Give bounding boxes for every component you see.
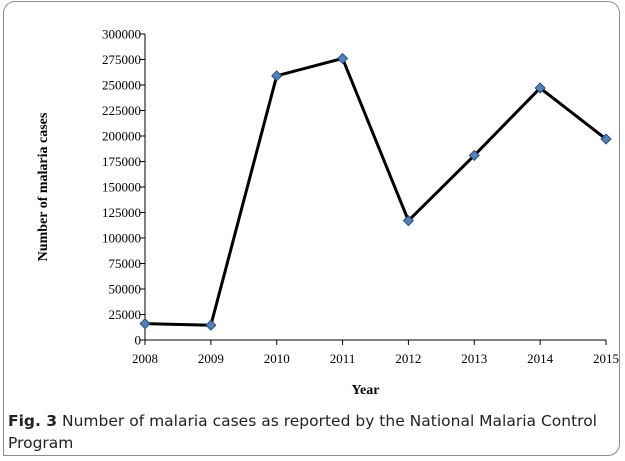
y-tick-label: 225000 (102, 103, 141, 118)
y-tick-label: 100000 (102, 231, 141, 246)
y-tick-label: 25000 (109, 307, 142, 322)
x-tick-label: 2013 (461, 351, 487, 366)
x-tick-label: 2014 (527, 351, 554, 366)
data-point-marker (402, 215, 414, 227)
x-tick-label: 2012 (395, 351, 421, 366)
y-tick-label: 75000 (109, 256, 142, 271)
x-tick-label: 2010 (264, 351, 290, 366)
y-tick-label: 175000 (102, 154, 141, 169)
data-point-marker (468, 149, 480, 161)
data-point-marker (337, 52, 349, 65)
y-axis-label: Number of malaria cases (36, 112, 51, 261)
figure-label: Fig. 3 (8, 412, 58, 430)
x-tick-label: 2015 (593, 351, 619, 366)
y-tick-label: 275000 (102, 52, 141, 67)
y-tick-label: 50000 (109, 282, 142, 297)
caption-text: Number of malaria cases as reported by t… (8, 412, 597, 452)
x-axis-ticks: 2008 2009 2010 2011 2012 2013 2014 2015 (132, 340, 619, 366)
y-tick-label: 0 (135, 333, 142, 348)
series-line (144, 56, 607, 327)
data-point-marker (271, 70, 283, 82)
y-tick-label: 125000 (102, 205, 141, 220)
data-point-marker (534, 82, 546, 94)
x-axis-label: Year (352, 383, 380, 398)
x-tick-label: 2011 (330, 351, 356, 366)
line-chart: 0 25000 50000 75000 100000 125000 150000 175000… (36, 27, 619, 399)
y-tick-label: 300000 (102, 27, 141, 42)
series-group (139, 52, 612, 331)
y-tick-label: 250000 (102, 78, 141, 93)
y-tick-label: 200000 (102, 129, 141, 144)
data-point-marker (139, 318, 151, 330)
y-tick-label: 150000 (102, 180, 141, 195)
x-tick-label: 2008 (132, 351, 158, 366)
figure-caption: Fig. 3 Number of malaria cases as report… (8, 410, 613, 454)
y-axis-ticks: 0 25000 50000 75000 100000 125000 150000 175000… (102, 27, 145, 348)
data-point-marker (600, 133, 612, 145)
figure-frame (3, 1, 620, 456)
data-point-marker (205, 319, 217, 331)
x-tick-label: 2009 (198, 351, 224, 366)
